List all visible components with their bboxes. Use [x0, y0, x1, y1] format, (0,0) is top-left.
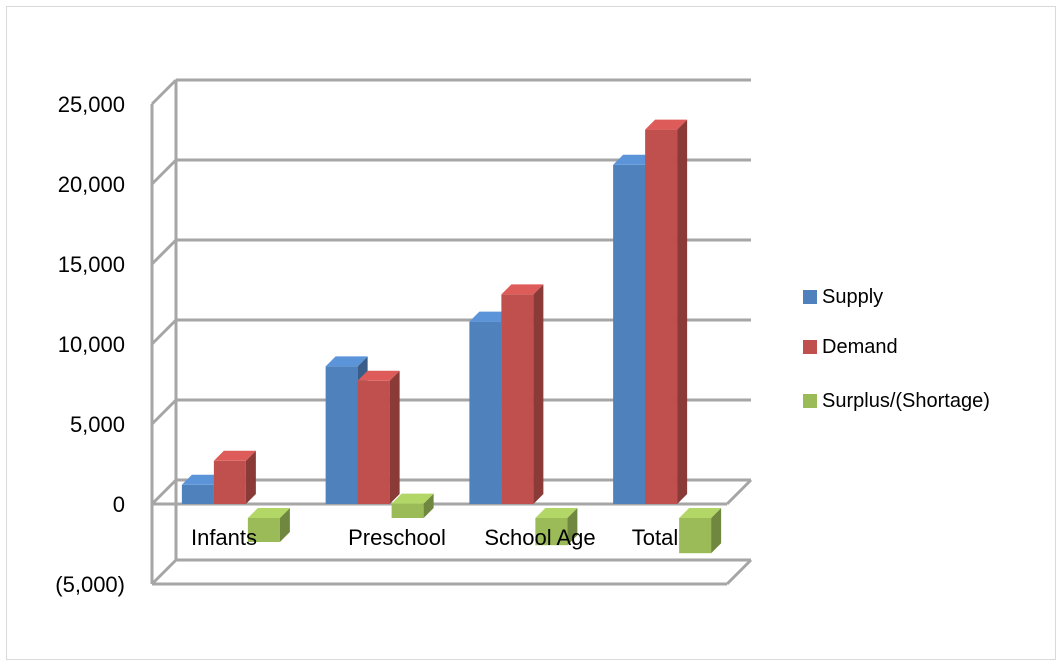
x-category-label: Infants	[191, 525, 257, 550]
bar-surplus-shortage--school-age	[535, 508, 578, 546]
y-tick-label: 20,000	[58, 172, 125, 197]
bar-side	[389, 370, 400, 504]
chart-frame: (5,000) 0 5,000 10,000 15,000 20,000 25,000 In…	[6, 6, 1056, 660]
x-axis-category-labels: Infants Preschool School Age Total	[191, 525, 678, 550]
bar-top	[247, 508, 290, 518]
bar-front	[391, 503, 424, 518]
gridline-side	[150, 78, 178, 106]
bar-side	[423, 493, 434, 518]
bar-front	[325, 366, 358, 504]
x-category-label: Preschool	[348, 525, 446, 550]
bar-surplus-shortage--total	[679, 508, 722, 554]
y-tick-label: 5,000	[70, 412, 125, 437]
gridline-side	[150, 478, 178, 506]
bar-front	[181, 484, 214, 504]
gridline-side	[150, 558, 178, 586]
bar-top	[613, 154, 656, 165]
bar-side	[245, 450, 256, 504]
legend-item-demand: Demand	[803, 336, 898, 358]
bar-demand-infants	[213, 450, 256, 504]
legend-label: Supply	[822, 286, 883, 308]
bar-front	[679, 518, 712, 554]
legend-item-supply: Supply	[803, 286, 883, 308]
bar-top	[181, 474, 224, 485]
legend-swatch	[803, 290, 817, 304]
legend: Supply Demand Surplus/(Shortage)	[803, 286, 990, 412]
y-tick-label: 0	[113, 492, 125, 517]
floor-right-edge	[725, 558, 753, 586]
bar-front	[645, 129, 678, 504]
bar-side	[567, 508, 578, 546]
bar-demand-preschool	[357, 370, 400, 504]
bar-front	[247, 518, 280, 542]
bar-top	[535, 508, 578, 518]
x-category-label: Total	[632, 525, 678, 550]
bar-top	[391, 493, 434, 504]
legend-label: Surplus/(Shortage)	[822, 390, 990, 412]
bar-top	[679, 508, 722, 518]
bar-top	[357, 370, 400, 381]
gridline-side	[150, 398, 178, 426]
bar-chart: (5,000) 0 5,000 10,000 15,000 20,000 25,000 In…	[55, 78, 990, 597]
bar-top	[645, 119, 688, 130]
bar-front	[501, 294, 534, 504]
bar-top	[501, 284, 544, 295]
bar-surplus-shortage--preschool	[391, 493, 434, 518]
gridline-side	[150, 158, 178, 186]
bar-demand-total	[645, 119, 688, 504]
bar-top	[213, 450, 256, 461]
y-tick-label: (5,000)	[55, 572, 125, 597]
y-tick-label: 15,000	[58, 252, 125, 277]
bar-side	[677, 119, 688, 504]
x-category-label: School Age	[484, 525, 595, 550]
legend-label: Demand	[822, 336, 898, 358]
bar-front	[357, 380, 390, 504]
bar-demand-school-age	[501, 284, 544, 504]
bar-side	[533, 284, 544, 504]
bar-front	[469, 321, 502, 504]
bar-side	[279, 508, 290, 542]
y-tick-label: 10,000	[58, 332, 125, 357]
legend-swatch	[803, 340, 817, 354]
zero-right-edge	[725, 478, 753, 506]
bar-front	[613, 164, 646, 505]
legend-swatch	[803, 394, 817, 408]
bar-surplus-shortage--infants	[247, 508, 290, 542]
bar-top	[325, 356, 368, 367]
gridline-side	[150, 238, 178, 266]
y-axis-tick-labels: (5,000) 0 5,000 10,000 15,000 20,000 25,000	[55, 92, 125, 597]
bar-side	[711, 508, 722, 554]
legend-item-surplus-shortage-: Surplus/(Shortage)	[803, 390, 990, 412]
gridline-side	[150, 318, 178, 346]
y-tick-label: 25,000	[58, 92, 125, 117]
bar-front	[535, 518, 568, 546]
bars	[181, 119, 722, 554]
bar-top	[469, 311, 512, 322]
bar-front	[213, 460, 246, 504]
